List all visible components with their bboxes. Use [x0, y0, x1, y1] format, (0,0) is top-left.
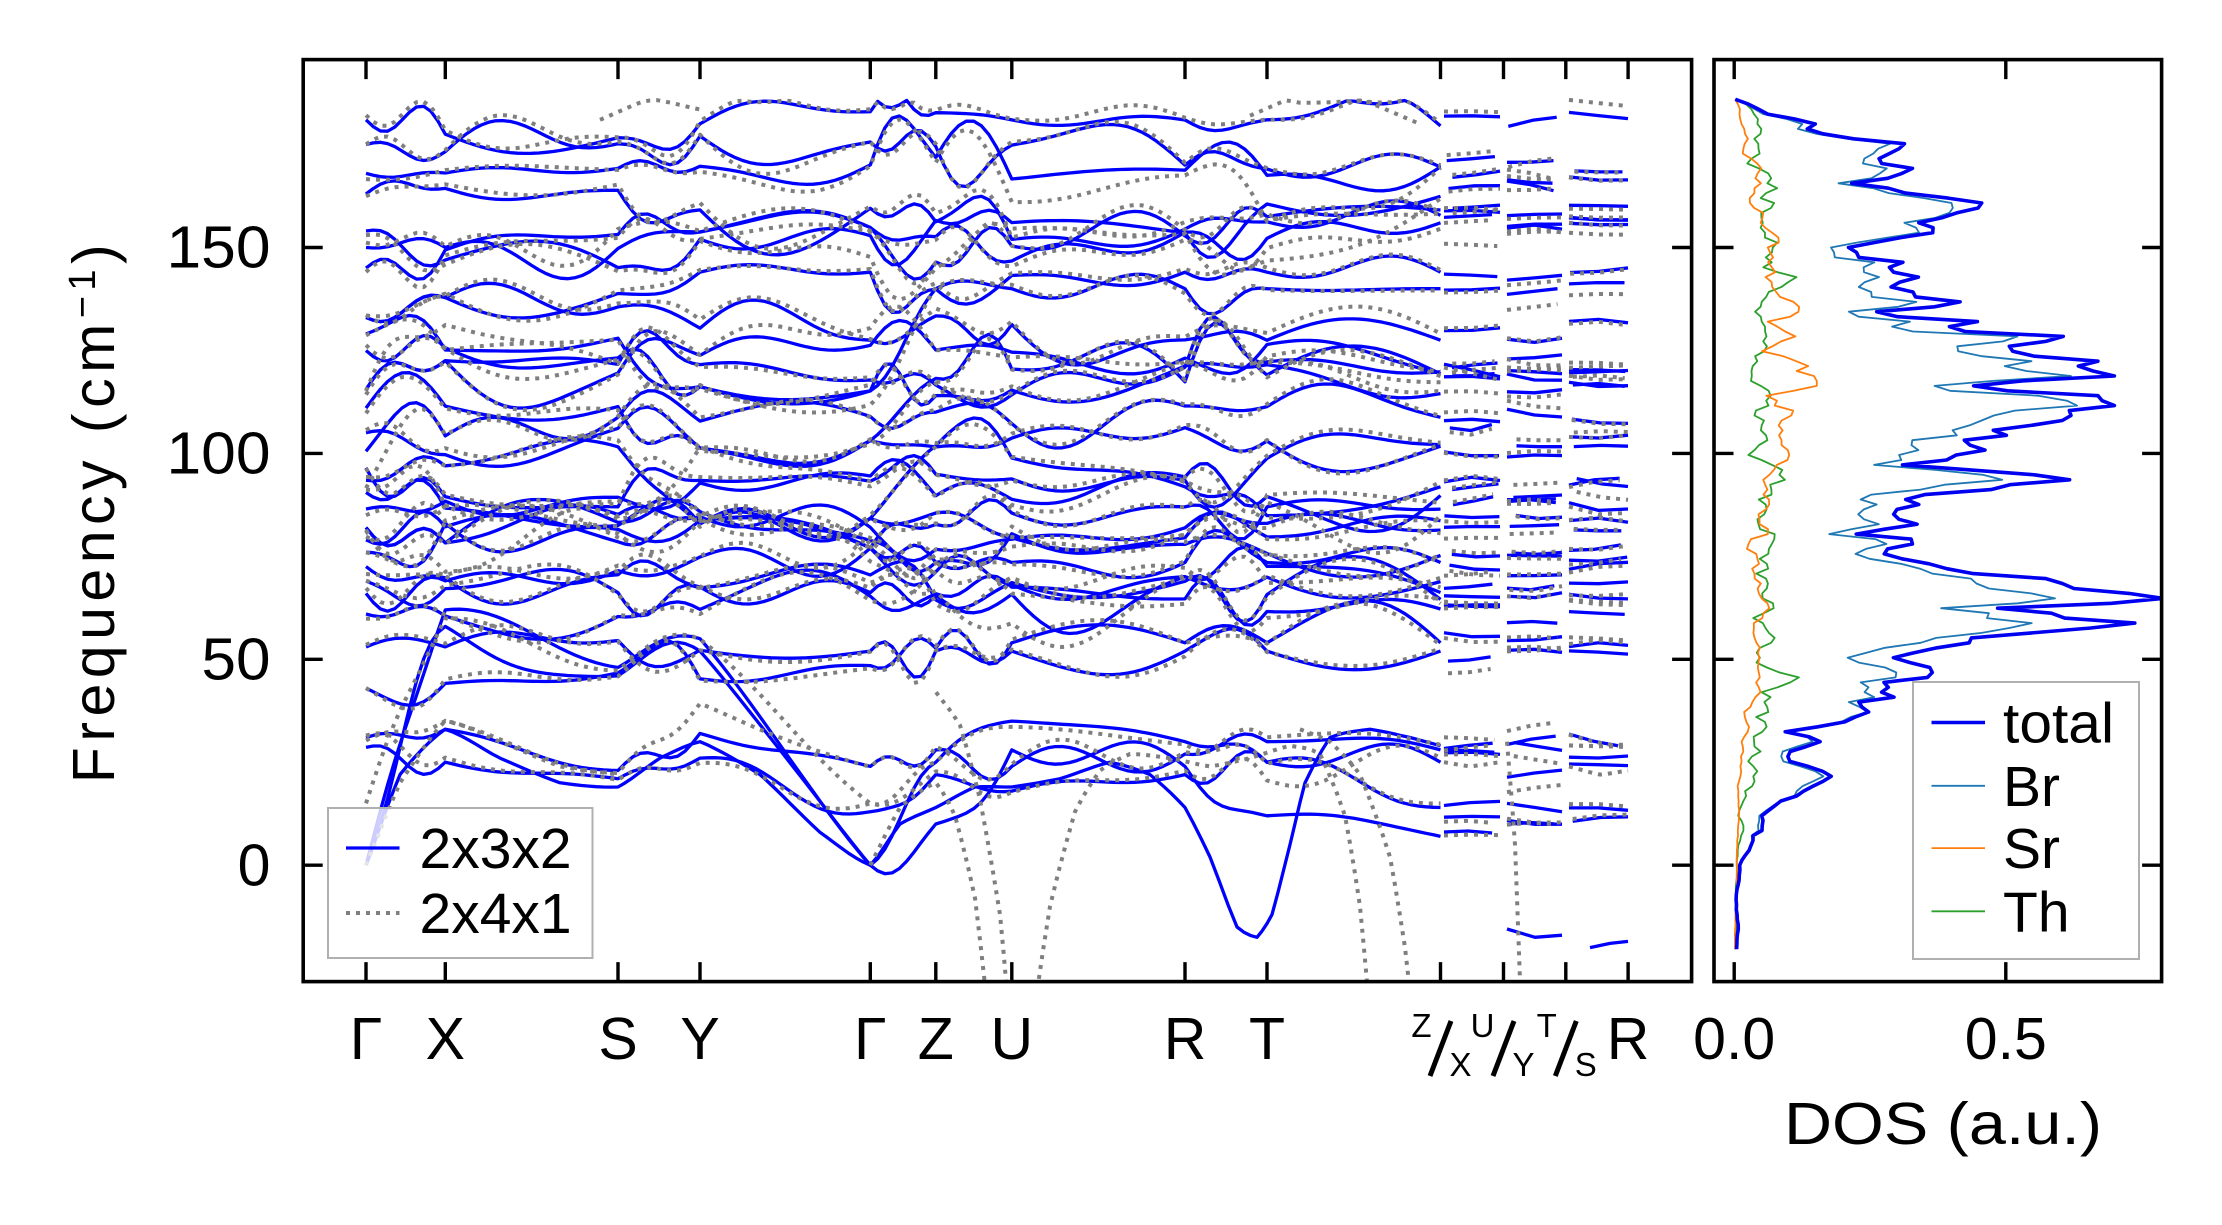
svg-text:0.5: 0.5	[1965, 1006, 2047, 1072]
svg-text:50: 50	[202, 626, 271, 692]
svg-text:X: X	[1450, 1046, 1472, 1083]
svg-text:total: total	[2003, 692, 2114, 756]
svg-text:S: S	[1575, 1046, 1597, 1083]
svg-text:150: 150	[167, 215, 271, 281]
svg-text:R: R	[1607, 1006, 1650, 1072]
svg-text:S: S	[598, 1006, 637, 1072]
svg-text:100: 100	[167, 421, 271, 487]
svg-text:Frequency (cm−1): Frequency (cm−1)	[61, 239, 127, 783]
svg-text:Γ: Γ	[854, 1006, 887, 1072]
svg-text:2x4x1: 2x4x1	[420, 882, 572, 946]
svg-text:Y: Y	[680, 1006, 719, 1072]
svg-text:T: T	[1249, 1006, 1285, 1072]
svg-text:R: R	[1164, 1006, 1207, 1072]
svg-text:Sr: Sr	[2003, 817, 2060, 881]
svg-text:0.0: 0.0	[1693, 1006, 1775, 1072]
svg-text:Γ: Γ	[350, 1006, 383, 1072]
svg-text:U: U	[990, 1006, 1033, 1072]
svg-text:Z: Z	[1411, 1007, 1431, 1044]
svg-text:Br: Br	[2003, 755, 2060, 819]
svg-text:Y: Y	[1513, 1046, 1535, 1083]
svg-text:Z: Z	[918, 1006, 954, 1072]
svg-text:X: X	[426, 1006, 465, 1072]
svg-text:2x3x2: 2x3x2	[420, 817, 572, 881]
svg-text:DOS (a.u.): DOS (a.u.)	[1784, 1091, 2102, 1157]
svg-text:T: T	[1537, 1007, 1557, 1044]
svg-text:0: 0	[238, 832, 271, 898]
svg-text:U: U	[1471, 1007, 1495, 1044]
svg-text:Th: Th	[2003, 880, 2070, 944]
